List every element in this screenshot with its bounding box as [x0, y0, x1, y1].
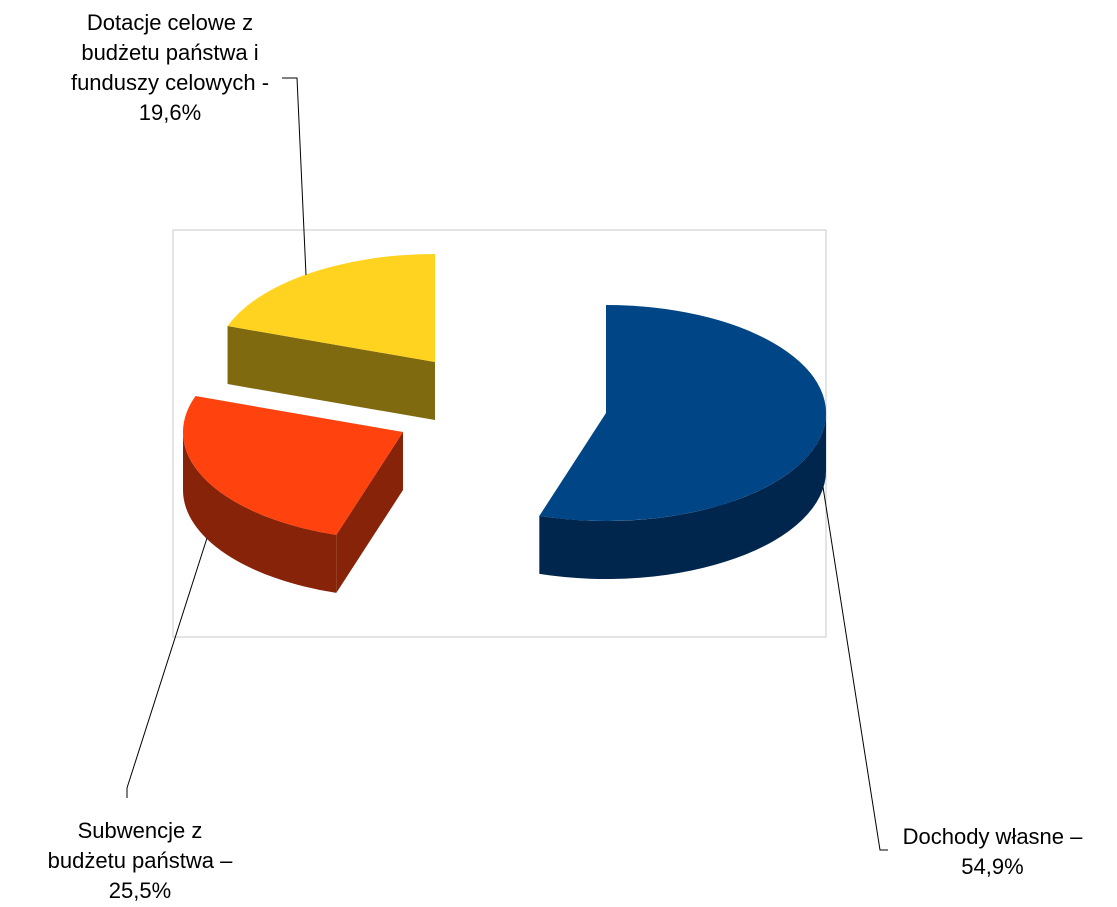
- slice-label-dotacje-celowe: Dotacje celowe z budżetu państwa i fundu…: [20, 8, 320, 128]
- slice-label-line: funduszy celowych -: [70, 70, 270, 95]
- slice-label-line: Subwencje z: [77, 818, 203, 843]
- slice-1-top: [183, 396, 403, 535]
- slice-label-line: 54,9%: [961, 854, 1024, 879]
- slice-1-cut: [336, 432, 403, 593]
- slice-label-line: 25,5%: [108, 878, 172, 903]
- slice-1-side: [183, 432, 337, 593]
- slice-label-line: 19,6%: [138, 100, 202, 125]
- leader-line-2: [282, 77, 307, 276]
- slice-0-top: [539, 305, 827, 521]
- leader-line-1: [126, 537, 208, 798]
- slice-label-line: Dochody własne –: [902, 824, 1083, 849]
- slice-label-subwencje: Subwencje z budżetu państwa – 25,5%: [20, 816, 260, 906]
- slice-label-line: budżetu państwa –: [47, 848, 233, 873]
- slice-label-line: Dotacje celowe z: [86, 10, 254, 35]
- slice-2-cut: [227, 254, 435, 420]
- slice-0-side: [539, 413, 826, 579]
- slice-label-line: budżetu państwa i: [81, 40, 259, 65]
- slice-label-dochody-wlasne: Dochody własne – 54,9%: [870, 822, 1115, 882]
- slice-2-top: [227, 254, 435, 362]
- leader-line-0: [822, 486, 888, 851]
